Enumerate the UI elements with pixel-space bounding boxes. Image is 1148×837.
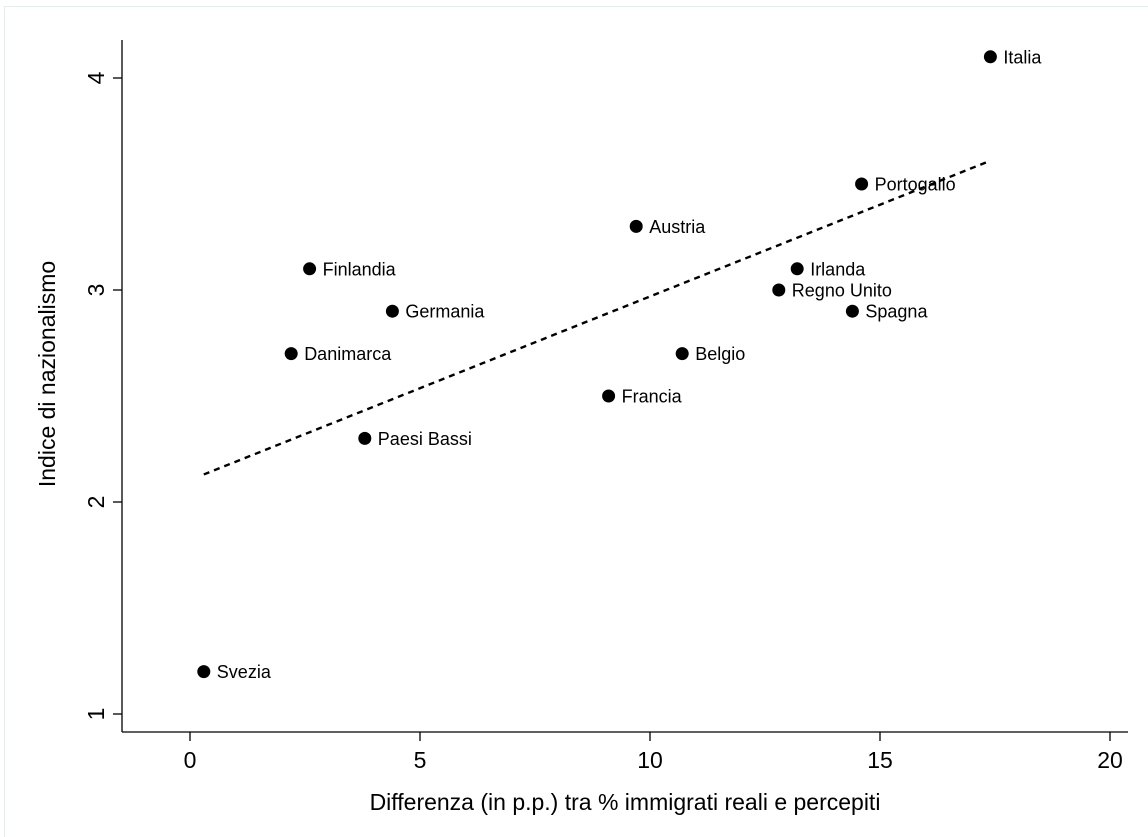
x-tick-label: 0: [184, 747, 197, 773]
axes: 0 5 10 15 20 1 2 3 4: [83, 40, 1128, 773]
data-point: [855, 177, 869, 191]
x-axis-title: Differenza (in p.p.) tra % immigrati rea…: [370, 789, 881, 815]
data-point: [284, 347, 298, 361]
point-label: Italia: [1003, 47, 1042, 67]
x-tick-label: 20: [1097, 747, 1123, 773]
y-axis-title: Indice di nazionalismo: [34, 261, 60, 487]
x-tick-label: 5: [414, 747, 427, 773]
fit-line-group: [203, 159, 991, 476]
data-point: [197, 665, 211, 679]
data-point: [983, 50, 997, 64]
y-tick-label: 4: [83, 71, 109, 84]
fit-line: [203, 159, 991, 476]
y-tick-label: 3: [83, 284, 109, 297]
x-tick-label: 15: [867, 747, 893, 773]
data-point: [772, 283, 786, 297]
data-point: [303, 262, 317, 276]
data-point: [845, 304, 859, 318]
point-label: Regno Unito: [792, 281, 892, 301]
y-tick-label: 2: [83, 496, 109, 509]
point-label: Germania: [405, 302, 485, 322]
data-point: [602, 389, 616, 403]
y-tick-label: 1: [83, 708, 109, 721]
x-tick-label: 10: [637, 747, 663, 773]
point-label: Paesi Bassi: [378, 429, 472, 449]
points-group: Italia Portogallo Austria Finlandia IrlandaR…: [197, 47, 1042, 682]
data-point: [675, 347, 689, 361]
point-label: Spagna: [865, 302, 928, 322]
point-label: Francia: [622, 387, 683, 407]
data-point: [385, 304, 399, 318]
data-point: [358, 431, 372, 445]
point-label: Belgio: [695, 344, 745, 364]
point-label: Portogallo: [875, 175, 956, 195]
point-label: Irlanda: [810, 259, 866, 279]
data-point: [790, 262, 804, 276]
point-label: Svezia: [217, 662, 272, 682]
data-point: [629, 219, 643, 233]
point-label: Danimarca: [304, 344, 392, 364]
point-label: Finlandia: [323, 259, 397, 279]
point-label: Austria: [649, 217, 706, 237]
